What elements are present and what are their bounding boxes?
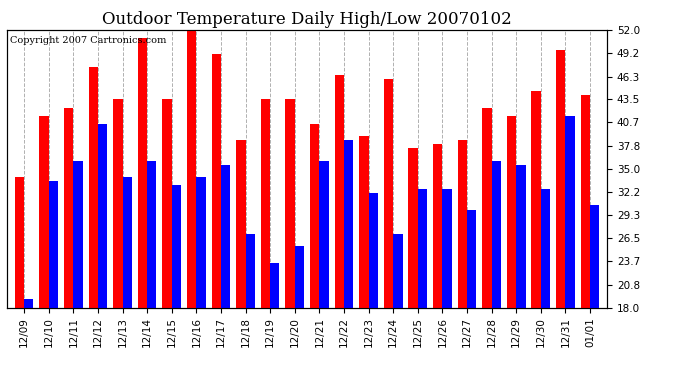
Bar	[565, 116, 575, 308]
Bar	[246, 234, 255, 308]
Bar	[507, 116, 516, 308]
Bar	[73, 160, 83, 308]
Bar	[98, 124, 107, 308]
Bar	[88, 67, 98, 308]
Bar	[516, 165, 526, 308]
Bar	[24, 299, 34, 307]
Bar	[556, 50, 565, 308]
Bar	[359, 136, 368, 308]
Bar	[491, 160, 501, 308]
Bar	[172, 185, 181, 308]
Bar	[433, 144, 442, 308]
Bar	[457, 140, 467, 308]
Bar	[295, 246, 304, 308]
Bar	[113, 99, 123, 308]
Bar	[590, 206, 600, 308]
Bar	[442, 189, 452, 308]
Bar	[319, 160, 328, 308]
Bar	[197, 177, 206, 308]
Bar	[49, 181, 58, 308]
Bar	[138, 38, 147, 308]
Bar	[531, 91, 541, 308]
Bar	[212, 54, 221, 307]
Bar	[236, 140, 246, 308]
Bar	[384, 79, 393, 308]
Bar	[482, 108, 491, 307]
Bar	[187, 26, 197, 307]
Bar	[408, 148, 417, 308]
Bar	[162, 99, 172, 308]
Bar	[64, 108, 73, 307]
Title: Outdoor Temperature Daily High/Low 20070102: Outdoor Temperature Daily High/Low 20070…	[102, 12, 512, 28]
Text: Copyright 2007 Cartronics.com: Copyright 2007 Cartronics.com	[10, 36, 166, 45]
Bar	[14, 177, 24, 308]
Bar	[467, 210, 476, 308]
Bar	[310, 124, 319, 308]
Bar	[221, 165, 230, 308]
Bar	[123, 177, 132, 308]
Bar	[147, 160, 157, 308]
Bar	[368, 193, 378, 308]
Bar	[541, 189, 550, 308]
Bar	[270, 262, 279, 308]
Bar	[335, 75, 344, 307]
Bar	[344, 140, 353, 308]
Bar	[286, 99, 295, 308]
Bar	[39, 116, 49, 308]
Bar	[580, 95, 590, 308]
Bar	[261, 99, 270, 308]
Bar	[417, 189, 427, 308]
Bar	[393, 234, 402, 308]
